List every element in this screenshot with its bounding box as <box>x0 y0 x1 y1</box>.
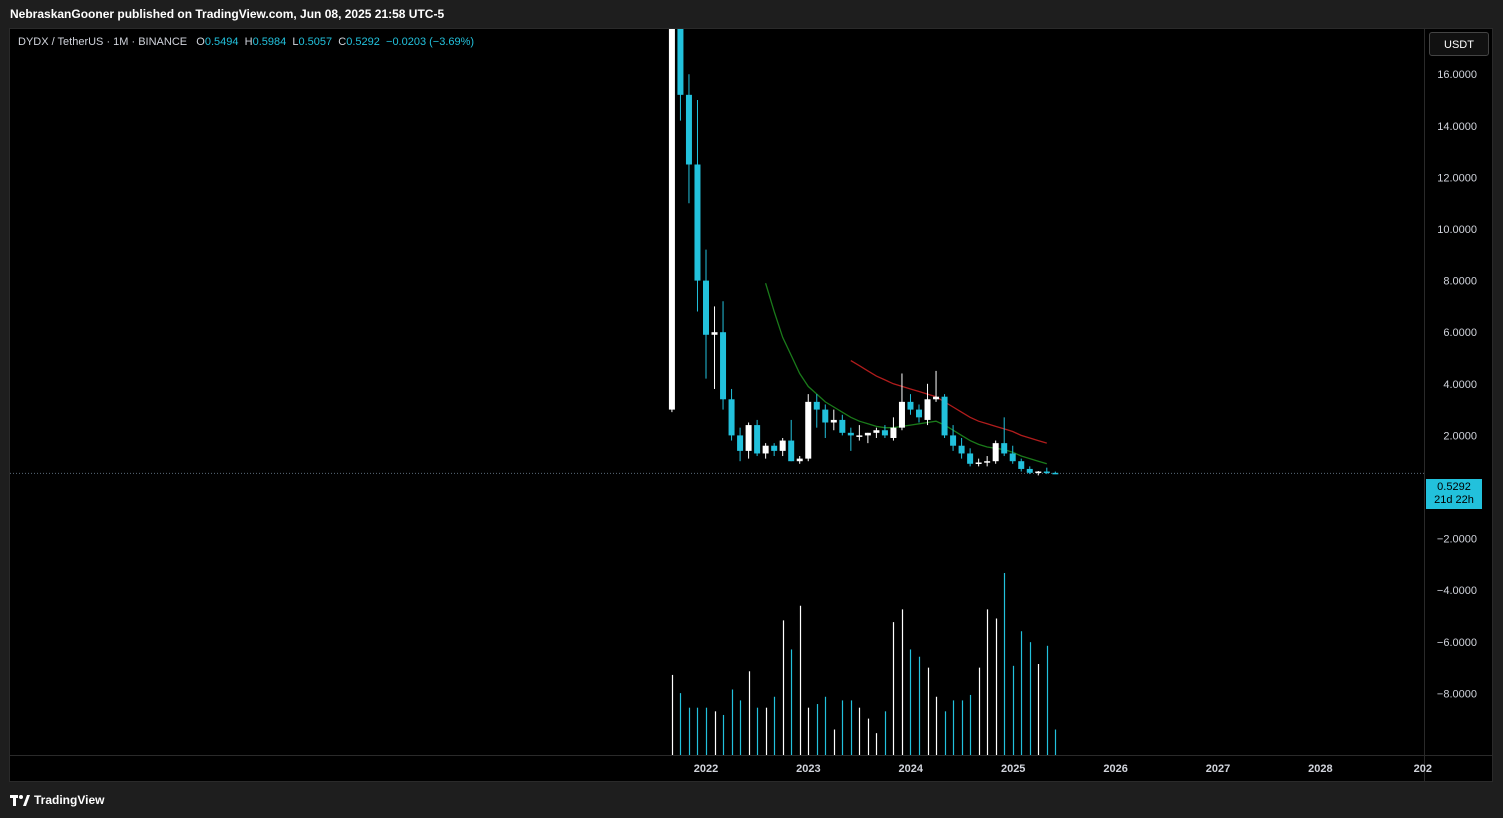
candle-body <box>933 396 940 400</box>
candle-body <box>847 432 854 436</box>
x-tick-label: 202 <box>1414 763 1432 775</box>
candle-body <box>813 401 820 410</box>
high-value: 0.5984 <box>252 36 287 48</box>
candle-body <box>873 430 880 433</box>
currency-button[interactable]: USDT <box>1429 32 1489 56</box>
candle-body <box>924 399 931 420</box>
high-label: H <box>244 36 253 48</box>
y-tick-label: 6.0000 <box>1443 327 1477 339</box>
candle-body <box>984 461 991 463</box>
x-tick-label: 2026 <box>1103 763 1127 775</box>
candle-body <box>907 401 914 410</box>
publish-bar: NebraskanGooner published on TradingView… <box>0 0 1503 28</box>
candle-body <box>771 445 778 451</box>
last-price-badge: 0.5292 21d 22h <box>1426 479 1482 509</box>
ma-long-line <box>850 360 1047 444</box>
candle-body <box>1035 471 1042 474</box>
candle-body <box>864 432 871 436</box>
y-tick-label: 4.0000 <box>1443 379 1477 391</box>
x-tick-label: 2022 <box>694 763 718 775</box>
ma-short-line <box>764 283 1047 465</box>
candle-body <box>703 280 709 335</box>
candle-body <box>890 427 897 438</box>
candle-body <box>1001 443 1008 454</box>
candle-body <box>668 29 675 410</box>
candle-body <box>1043 471 1050 474</box>
candle-body <box>898 401 905 428</box>
y-tick-label: 2.0000 <box>1443 430 1477 442</box>
candle-body <box>677 29 684 95</box>
close-label: C <box>338 36 347 48</box>
y-tick-label: 16.0000 <box>1437 69 1477 81</box>
candle-body <box>1018 461 1025 469</box>
candle-body <box>796 458 803 462</box>
y-tick-label: −6.0000 <box>1437 637 1477 649</box>
close-value: 0.5292 <box>346 36 380 48</box>
candle-body <box>685 94 692 165</box>
candle-body <box>711 332 718 335</box>
candle-body <box>975 462 982 464</box>
low-value: 0.5057 <box>298 36 333 48</box>
candle-body <box>745 425 752 451</box>
candle-body <box>762 445 769 454</box>
candle-body <box>805 401 812 459</box>
x-tick-label: 2024 <box>899 763 924 775</box>
candle-body <box>788 440 795 462</box>
y-tick-label: −8.0000 <box>1437 688 1477 700</box>
x-tick-label: 2028 <box>1308 763 1332 775</box>
y-tick-label: −4.0000 <box>1437 585 1477 597</box>
y-tick-label: 8.0000 <box>1443 276 1477 288</box>
y-tick-label: −2.0000 <box>1437 534 1477 546</box>
candle-body <box>916 409 922 418</box>
x-tick-label: 2023 <box>796 763 820 775</box>
published-info: NebraskanGooner published on TradingView… <box>10 7 445 21</box>
candle-body <box>694 164 701 281</box>
candle-body <box>737 435 744 451</box>
tradingview-logo[interactable]: TradingView <box>10 793 104 807</box>
candle-body <box>967 453 974 464</box>
brand-name: TradingView <box>34 793 105 807</box>
low-label: L <box>292 36 299 48</box>
symbol-name[interactable]: DYDX / TetherUS · 1M · BINANCE <box>18 36 188 48</box>
y-tick-label: 14.0000 <box>1437 121 1477 133</box>
candle-body <box>830 419 837 423</box>
candle-body <box>950 435 957 446</box>
candle-body <box>1052 472 1059 475</box>
x-tick-label: 2025 <box>1001 763 1025 775</box>
last-price: 0.5292 <box>1437 481 1471 493</box>
candle-body <box>1009 453 1016 462</box>
candle-body <box>728 399 735 436</box>
candle-body <box>779 440 786 451</box>
y-tick-label: 10.0000 <box>1437 224 1477 236</box>
candle-body <box>822 409 829 423</box>
tradingview-logo-icon <box>10 794 30 806</box>
candle-body <box>720 332 727 400</box>
change-value: −0.0203 (−3.69%) <box>386 36 475 48</box>
open-value: 0.5494 <box>204 36 239 48</box>
candle-body <box>1026 468 1033 473</box>
candle-body <box>839 419 846 433</box>
plot-area <box>668 29 1059 755</box>
candle-body <box>754 425 761 454</box>
candle-body <box>856 435 863 437</box>
bar-countdown: 21d 22h <box>1434 494 1474 506</box>
open-label: O <box>196 36 205 48</box>
x-tick-label: 2027 <box>1206 763 1230 775</box>
footer-bar: TradingView <box>0 782 1503 818</box>
candle-body <box>941 396 948 436</box>
y-tick-label: 12.0000 <box>1437 172 1477 184</box>
candle-body <box>992 443 999 462</box>
candle-body <box>958 445 965 454</box>
symbol-legend: DYDX / TetherUS · 1M · BINANCE O0.5494 H… <box>18 36 474 48</box>
candle-body <box>881 430 888 436</box>
chart-frame <box>9 28 1493 782</box>
